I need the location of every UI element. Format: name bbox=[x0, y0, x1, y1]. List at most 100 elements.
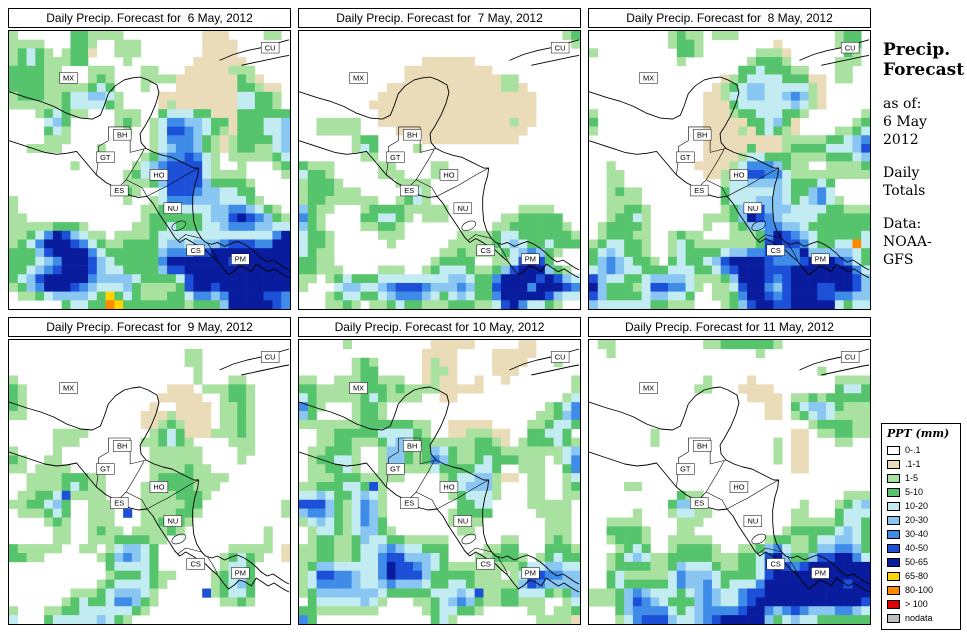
country-label-text: CS bbox=[481, 246, 491, 255]
precip-cell bbox=[395, 204, 405, 214]
precip-cell bbox=[210, 204, 221, 214]
precip-cell bbox=[562, 553, 572, 563]
precip-cell bbox=[79, 239, 89, 249]
precip-cell bbox=[35, 109, 45, 119]
precip-cell bbox=[711, 143, 722, 153]
precip-cell bbox=[219, 170, 229, 179]
precip-cell bbox=[342, 553, 352, 563]
precip-cell bbox=[184, 187, 194, 197]
precip-cell bbox=[263, 291, 273, 301]
precip-cell bbox=[509, 570, 519, 580]
precip-cell bbox=[149, 291, 159, 301]
precip-cell bbox=[720, 615, 730, 624]
precip-cell bbox=[17, 239, 27, 249]
precip-cell bbox=[808, 588, 818, 598]
precip-cell bbox=[843, 393, 853, 403]
precip-cell bbox=[351, 291, 361, 301]
precip-cell bbox=[325, 248, 335, 258]
country-label-box bbox=[453, 202, 473, 214]
country-label-es: ES bbox=[110, 184, 129, 197]
precip-cell bbox=[826, 535, 836, 545]
precip-cell bbox=[307, 446, 317, 456]
precip-cell bbox=[378, 170, 388, 179]
precip-cell bbox=[439, 597, 449, 607]
precip-cell bbox=[799, 274, 809, 284]
precip-cell bbox=[228, 375, 238, 385]
precip-cell bbox=[202, 482, 212, 492]
precip-cell bbox=[52, 83, 62, 93]
precip-cell bbox=[720, 265, 730, 275]
country-label-text: CS bbox=[771, 246, 781, 255]
precip-cell bbox=[167, 384, 177, 394]
precip-cell bbox=[210, 473, 221, 483]
precip-cell bbox=[457, 256, 467, 266]
precip-cell bbox=[790, 117, 801, 127]
precip-cell bbox=[342, 570, 352, 580]
precip-cell bbox=[685, 615, 695, 624]
precip-cell bbox=[589, 588, 599, 598]
precip-cell bbox=[325, 384, 335, 394]
precip-cell bbox=[228, 274, 238, 284]
precip-cell bbox=[149, 256, 159, 266]
precip-cell bbox=[685, 282, 695, 292]
precip-cell bbox=[544, 579, 554, 589]
precip-cell bbox=[9, 402, 19, 412]
precip-cell bbox=[738, 300, 748, 309]
precip-cell bbox=[26, 274, 36, 284]
precip-cell bbox=[149, 274, 159, 284]
precip-cell bbox=[79, 83, 89, 93]
precip-cell bbox=[747, 570, 757, 580]
country-label-text: CS bbox=[191, 246, 201, 255]
country-label-box bbox=[400, 184, 419, 197]
precip-cell bbox=[799, 411, 809, 421]
precip-cell bbox=[210, 170, 221, 179]
precip-cell bbox=[430, 274, 440, 284]
precip-cell bbox=[536, 291, 546, 301]
precip-cell bbox=[764, 553, 774, 563]
precip-cell bbox=[210, 482, 221, 492]
precip-cell bbox=[430, 300, 440, 309]
precip-cell bbox=[527, 348, 537, 359]
precip-cell bbox=[369, 143, 379, 153]
precip-cell bbox=[536, 428, 546, 438]
precip-cell bbox=[254, 239, 264, 249]
precip-cell bbox=[167, 74, 177, 84]
precip-cell bbox=[149, 561, 159, 572]
precip-cell bbox=[378, 446, 388, 456]
precip-cell bbox=[571, 31, 580, 40]
precip-cell bbox=[430, 83, 440, 93]
precip-cell bbox=[711, 117, 722, 127]
precip-cell bbox=[140, 570, 150, 580]
precip-cell bbox=[668, 291, 678, 301]
precip-cell bbox=[404, 83, 414, 93]
country-label-text: BH bbox=[117, 130, 127, 139]
country-label-text: MX bbox=[353, 74, 364, 83]
precip-cell bbox=[703, 239, 713, 249]
precip-cell bbox=[483, 230, 493, 240]
precip-cell bbox=[852, 570, 862, 580]
precip-cell bbox=[386, 579, 396, 589]
precip-cell bbox=[263, 91, 273, 101]
precip-cell bbox=[808, 152, 818, 162]
precip-cell bbox=[202, 490, 212, 501]
precip-cell bbox=[307, 265, 317, 275]
country-label-pm: PM bbox=[231, 253, 250, 265]
precip-cell bbox=[307, 256, 317, 266]
precip-cell bbox=[334, 384, 344, 394]
precip-cell bbox=[149, 535, 159, 545]
precip-cell bbox=[747, 256, 757, 266]
precip-cell bbox=[421, 57, 432, 67]
precip-cell bbox=[44, 265, 54, 275]
precip-cell bbox=[747, 126, 757, 136]
precip-cell bbox=[518, 222, 528, 232]
precip-cell bbox=[369, 213, 379, 223]
precip-cell bbox=[52, 230, 62, 240]
country-label-es: ES bbox=[400, 184, 419, 197]
precip-cell bbox=[404, 300, 414, 309]
country-label-bh: BH bbox=[113, 129, 132, 141]
precip-cell bbox=[193, 265, 203, 275]
precip-cell bbox=[386, 473, 396, 483]
precip-cell bbox=[158, 535, 168, 545]
precip-cell bbox=[597, 222, 607, 232]
precip-cell bbox=[738, 213, 748, 223]
